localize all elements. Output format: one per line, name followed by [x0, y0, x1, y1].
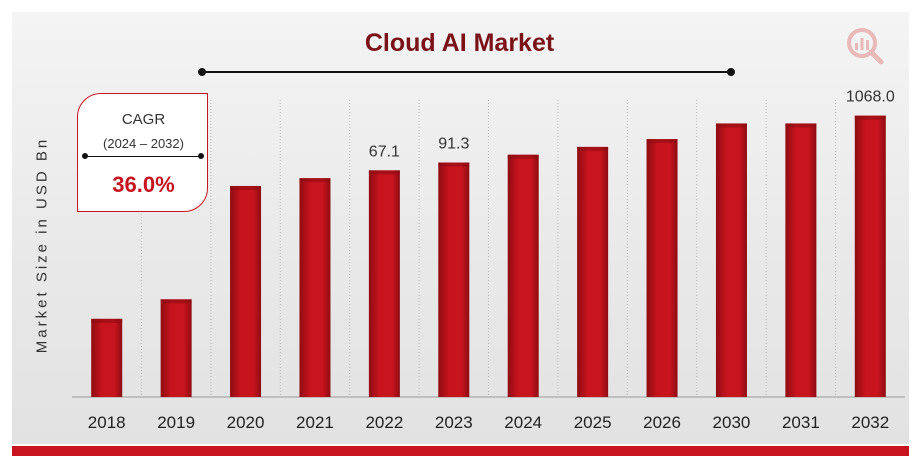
x-tick-label: 2018	[88, 413, 126, 432]
cagr-divider-dot-left	[82, 153, 88, 159]
bar	[230, 185, 262, 397]
bar-top	[577, 146, 609, 151]
x-tick-label: 2024	[504, 413, 542, 432]
x-tick-label: 2020	[227, 413, 265, 432]
cagr-period: (2024 – 2032)	[103, 136, 184, 151]
bar	[91, 318, 123, 397]
x-tick-label: 2022	[365, 413, 403, 432]
magnifier-chart-logo-icon	[847, 28, 884, 65]
bar-top	[438, 162, 470, 167]
bar	[160, 299, 192, 397]
cagr-label: CAGR	[121, 111, 166, 128]
title-underline-dot-right	[727, 68, 735, 76]
bar	[438, 162, 470, 397]
cagr-divider	[84, 156, 201, 157]
x-tick-label: 2030	[713, 413, 751, 432]
bar-top	[160, 299, 192, 304]
cagr-value: 36.0%	[112, 172, 175, 197]
chart-title: Cloud AI Market	[364, 29, 555, 57]
bar	[715, 123, 747, 398]
bar-top	[368, 170, 400, 175]
x-tick-label: 2021	[296, 413, 334, 432]
data-label: 67.1	[369, 143, 400, 160]
cagr-callout: CAGR (2024 – 2032) 36.0%	[77, 93, 208, 212]
bar-top	[230, 185, 262, 190]
x-tick-label: 2019	[157, 413, 195, 432]
bar-top	[854, 115, 886, 120]
bar	[646, 139, 678, 397]
bar-top	[646, 139, 678, 144]
x-tick-label: 2032	[851, 413, 889, 432]
title-underline	[202, 71, 732, 73]
bar-top	[91, 318, 123, 323]
bar	[854, 115, 886, 397]
bar	[785, 123, 817, 398]
bar	[507, 154, 539, 397]
bar-top	[507, 154, 539, 159]
x-tick-label: 2023	[435, 413, 473, 432]
data-label: 91.3	[438, 136, 469, 153]
y-axis-label: Market Size in USD Bn	[33, 136, 51, 354]
x-tick-label: 2025	[574, 413, 612, 432]
bar-top	[299, 178, 331, 183]
bar	[299, 178, 331, 397]
bottom-accent-bar	[12, 446, 909, 456]
bar-top	[785, 123, 817, 128]
title-underline-dot-left	[198, 68, 206, 76]
cagr-divider-dot-right	[198, 153, 204, 159]
x-tick-label: 2026	[643, 413, 681, 432]
bar	[577, 146, 609, 397]
x-tick-label: 2031	[782, 413, 820, 432]
bar-top	[715, 123, 747, 128]
bar	[368, 170, 400, 397]
data-label: 1068.0	[846, 89, 895, 106]
